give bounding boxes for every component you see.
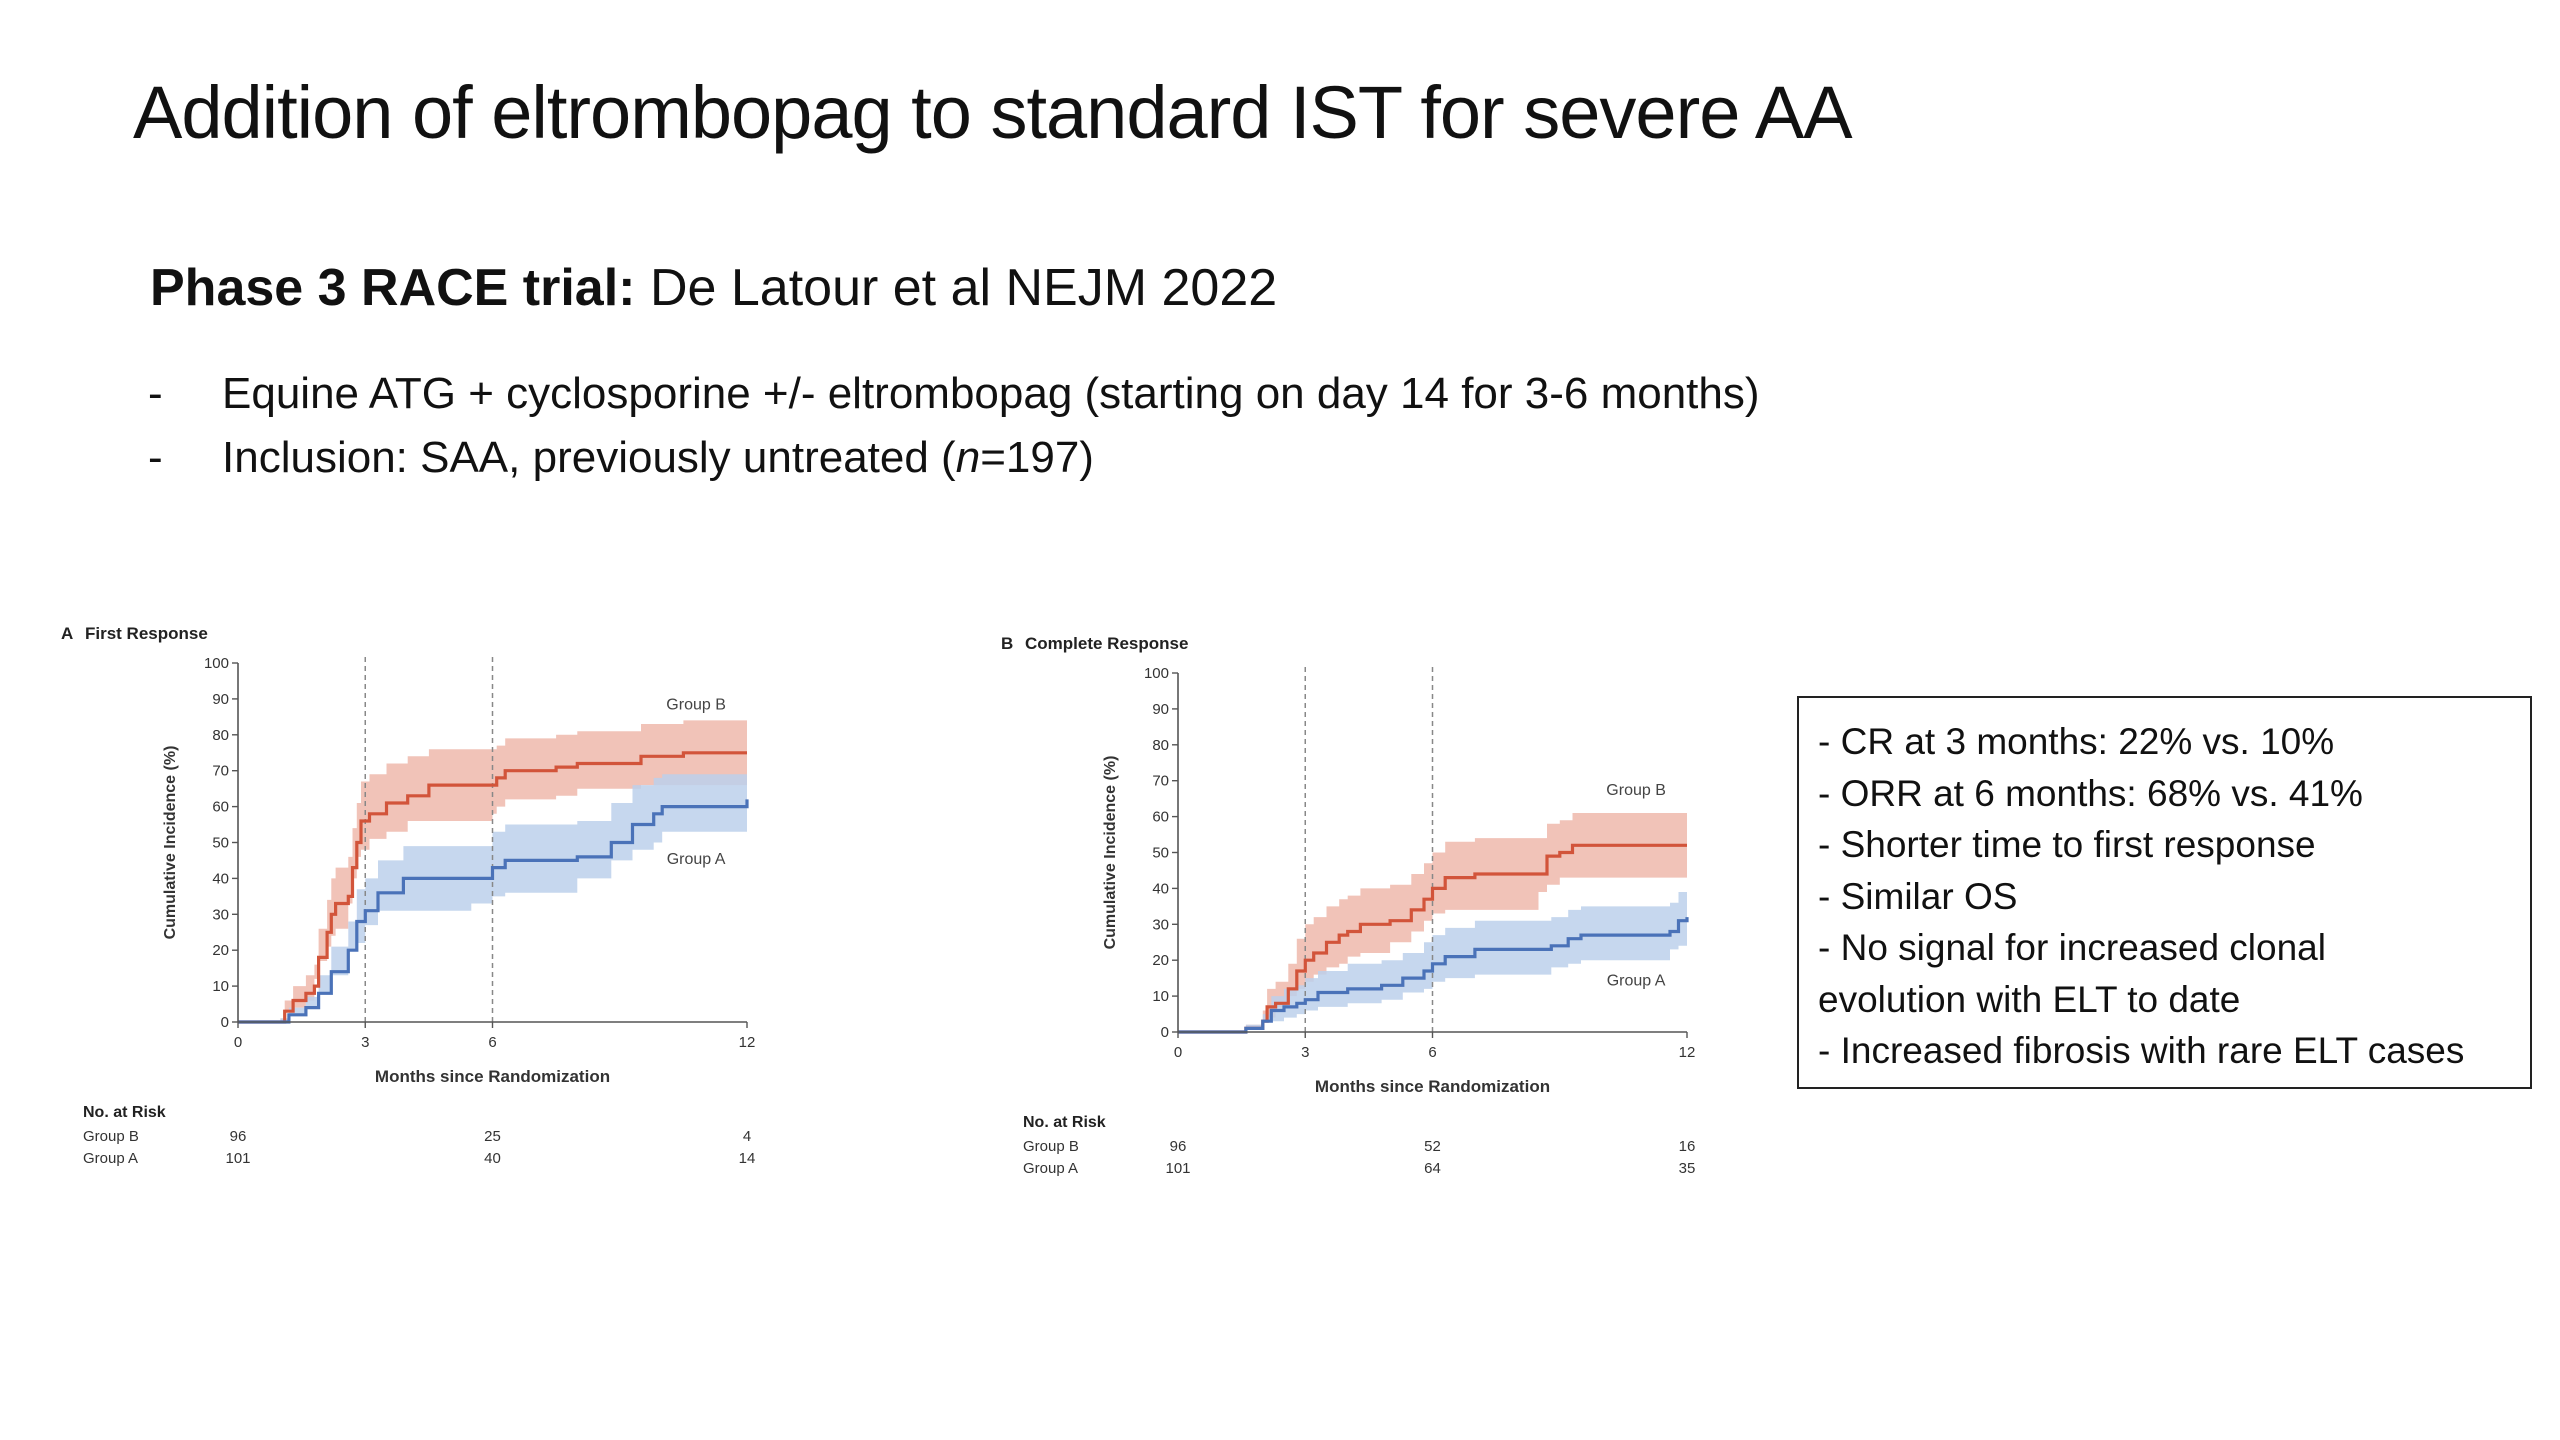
summary-line: evolution with ELT to date (1818, 978, 2241, 1020)
y-tick-label: 30 (1152, 916, 1169, 933)
slide-subtitle: Phase 3 RACE trial: De Latour et al NEJM… (150, 258, 1277, 318)
x-tick-label: 6 (488, 1034, 496, 1051)
summary-line: - No signal for increased clonal (1818, 927, 2326, 968)
panel-letter: A (61, 624, 73, 643)
confidence-band-group-a (1178, 888, 1687, 1032)
x-tick-label: 3 (1301, 1044, 1309, 1061)
chart-panel-complete-response: B Complete Response 0 10 20 30 40 50 60 70 80 90 100… (995, 625, 1715, 1205)
slide-title: Addition of eltrombopag to standard IST … (133, 71, 1853, 154)
y-tick-label: 60 (212, 799, 229, 816)
summary-box: - CR at 3 months: 22% vs. 10% - ORR at 6… (1797, 696, 2532, 1089)
summary-line: - CR at 3 months: 22% vs. 10% (1818, 721, 2335, 762)
bullet-list: - Equine ATG + cyclosporine +/- eltrombo… (148, 362, 1760, 490)
bullet-text: Inclusion: SAA, previously untreated (n=… (222, 433, 1094, 483)
chart-title: First Response (85, 624, 208, 643)
bullet-text-before: Inclusion: SAA, previously untreated ( (222, 433, 956, 482)
y-tick-label: 70 (212, 763, 229, 780)
y-tick-label: 20 (1152, 952, 1169, 969)
y-tick-label: 90 (1152, 701, 1169, 718)
risk-table-value: 40 (484, 1150, 501, 1167)
y-tick-label: 50 (1152, 845, 1169, 862)
risk-table-row-label: Group A (1023, 1160, 1078, 1177)
chart-title: Complete Response (1025, 634, 1188, 653)
series-line-group-b (238, 751, 747, 1024)
y-tick-label: 50 (212, 835, 229, 852)
summary-line: - Increased fibrosis with rare ELT cases (1818, 1030, 2465, 1071)
trial-name: Phase 3 RACE trial: (150, 259, 636, 317)
series-annotation: Group B (1606, 782, 1666, 799)
series-annotation: Group B (666, 697, 726, 714)
risk-table-value: 101 (225, 1150, 250, 1167)
risk-table-header: No. at Risk (83, 1104, 166, 1121)
y-tick-label: 80 (212, 727, 229, 744)
y-tick-label: 10 (1152, 988, 1169, 1005)
bullet-text: Equine ATG + cyclosporine +/- eltrombopa… (222, 369, 1760, 418)
chart-panel-first-response: A First Response 0 10 20 30 40 50 60 70 80 90 100 0 3 6… (55, 615, 775, 1195)
risk-table-value: 14 (739, 1150, 756, 1167)
x-tick-label: 6 (1428, 1044, 1436, 1061)
x-tick-label: 0 (234, 1034, 242, 1051)
y-tick-label: 100 (204, 655, 229, 672)
risk-table-value: 52 (1424, 1138, 1441, 1155)
bullet-italic-n: n (955, 433, 981, 482)
x-tick-label: 12 (1679, 1044, 1696, 1061)
series-line-group-a (1178, 917, 1689, 1034)
y-tick-label: 20 (212, 942, 229, 959)
complete-response-chart: B Complete Response0102030405060708090100… (1001, 634, 1696, 1177)
x-tick-label: 0 (1174, 1044, 1182, 1061)
series-annotation: Group A (1607, 972, 1666, 989)
y-tick-label: 10 (212, 978, 229, 995)
risk-table-value: 101 (1165, 1160, 1190, 1177)
bullet-item: - Equine ATG + cyclosporine +/- eltrombo… (148, 362, 1760, 426)
y-tick-label: 70 (1152, 773, 1169, 790)
y-tick-label: 0 (1161, 1024, 1169, 1041)
risk-table-value: 96 (230, 1128, 247, 1145)
risk-table-value: 96 (1170, 1138, 1187, 1155)
y-tick-label: 60 (1152, 809, 1169, 826)
series-line-group-b (1178, 843, 1687, 1034)
risk-table-value: 16 (1679, 1138, 1696, 1155)
summary-line: - Similar OS (1818, 875, 2018, 917)
risk-table-row-label: Group A (83, 1150, 138, 1167)
risk-table-value: 25 (484, 1128, 501, 1145)
risk-table-value: 35 (1679, 1160, 1696, 1177)
risk-table-header: No. at Risk (1023, 1114, 1106, 1131)
summary-line: - ORR at 6 months: 68% vs. 41% (1818, 772, 2363, 814)
series-annotation: Group A (667, 851, 726, 868)
y-tick-label: 40 (1152, 880, 1169, 897)
x-tick-label: 12 (739, 1034, 756, 1051)
panel-letter: B (1001, 634, 1013, 653)
summary-line: - Shorter time to first response (1818, 824, 2316, 865)
y-tick-label: 40 (212, 870, 229, 887)
bullet-dash: - (148, 433, 163, 482)
risk-table-row-label: Group B (83, 1128, 139, 1145)
trial-citation: De Latour et al NEJM 2022 (635, 259, 1278, 317)
y-tick-label: 80 (1152, 737, 1169, 754)
y-tick-label: 90 (212, 691, 229, 708)
y-axis-label: Cumulative Incidence (%) (1102, 756, 1119, 950)
bullet-item: - Inclusion: SAA, previously untreated (… (148, 426, 1760, 490)
confidence-band-group-a (238, 774, 747, 1022)
risk-table-row-label: Group B (1023, 1138, 1079, 1155)
x-axis-label: Months since Randomization (1315, 1077, 1550, 1096)
risk-table-value: 64 (1424, 1160, 1441, 1177)
y-axis-label: Cumulative Incidence (%) (162, 746, 179, 940)
risk-table-value: 4 (743, 1128, 751, 1145)
bullet-text-after: =197) (980, 433, 1094, 482)
series-line-group-a (238, 799, 749, 1024)
x-axis-label: Months since Randomization (375, 1067, 610, 1086)
x-tick-label: 3 (361, 1034, 369, 1051)
y-tick-label: 100 (1144, 665, 1169, 682)
bullet-dash: - (148, 369, 163, 418)
y-tick-label: 30 (212, 906, 229, 923)
y-tick-label: 0 (221, 1014, 229, 1031)
first-response-chart: A First Response 0 10 20 30 40 50 60 70 80 90 100 0 3 6… (61, 624, 756, 1167)
